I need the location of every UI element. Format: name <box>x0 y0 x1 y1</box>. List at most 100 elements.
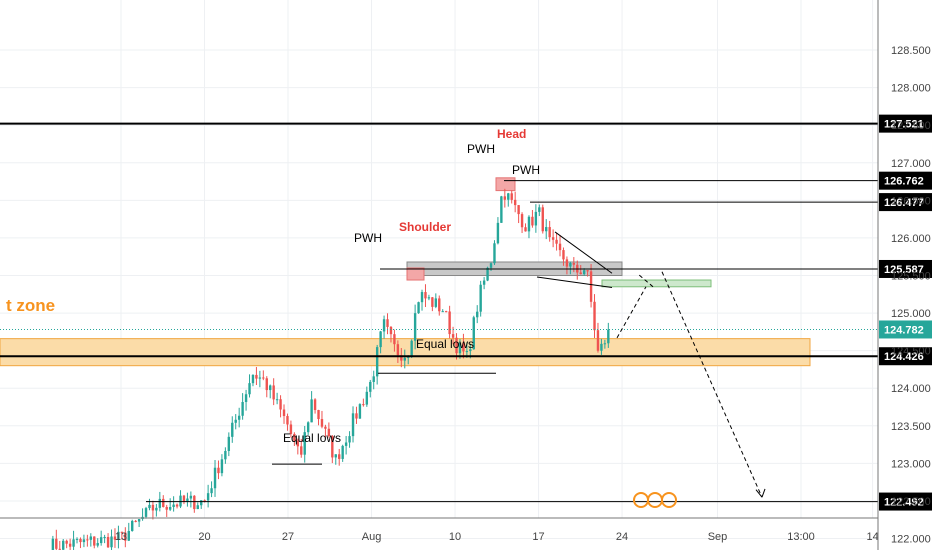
candle-body <box>148 504 151 509</box>
candle-body <box>558 243 562 251</box>
level-tag <box>879 259 932 278</box>
candle-body <box>444 311 448 313</box>
level-label: 126.477 <box>884 197 924 209</box>
head-box <box>495 177 516 192</box>
x-tick-label: 17 <box>532 531 544 543</box>
candle-body <box>251 374 255 384</box>
y-tick-label: 122.500 <box>891 496 931 508</box>
candle-body <box>403 357 406 361</box>
equal-lows-label-1: Equal lows <box>416 337 474 351</box>
candle-body <box>527 216 531 232</box>
candle-body <box>482 280 486 285</box>
x-tick-label: Aug <box>362 531 382 543</box>
candle-body <box>255 374 258 379</box>
candle-body <box>227 436 231 451</box>
y-tick-label: 123.000 <box>891 458 931 470</box>
candle-body <box>548 227 551 238</box>
candle-body <box>313 399 317 411</box>
level-tag <box>879 193 932 212</box>
candle-body <box>510 193 513 200</box>
candle-body <box>586 270 589 272</box>
candle-body <box>172 504 175 508</box>
candle-body <box>106 536 110 548</box>
candle-body <box>358 404 362 419</box>
candle-body <box>131 520 134 531</box>
projection-up-cap <box>637 273 654 288</box>
candle-body <box>317 410 320 420</box>
candle-body <box>607 329 610 344</box>
candle-body <box>538 207 541 212</box>
y-tick-label: 126.500 <box>891 195 931 207</box>
candle-body <box>51 538 55 550</box>
candle-body <box>86 539 89 541</box>
candle-body <box>410 340 413 357</box>
candle-body <box>517 205 520 215</box>
candle-body <box>210 488 213 494</box>
candle-body <box>348 436 351 443</box>
level-label: 122.492 <box>884 497 924 509</box>
grid <box>0 0 878 540</box>
event-marker-icon <box>661 492 677 508</box>
shoulder-marker <box>406 267 425 281</box>
candle-body <box>476 311 479 318</box>
candle-body <box>217 467 220 474</box>
candle-body <box>120 531 124 533</box>
candle-body <box>244 394 248 403</box>
y-tick-label: 123.500 <box>891 421 931 433</box>
candle-body <box>165 506 168 510</box>
candle-body <box>182 495 186 502</box>
level-tag <box>879 492 932 511</box>
candle-body <box>72 539 75 547</box>
shoulder-label: Shoulder <box>399 220 451 234</box>
candle-body <box>75 538 79 540</box>
candle-body <box>144 508 148 517</box>
candle-body <box>524 227 527 232</box>
candle-body <box>117 531 120 540</box>
candle-body <box>362 404 365 406</box>
level-tag <box>879 171 932 190</box>
wedge-lower-line <box>536 276 613 289</box>
y-tick-label: 126.000 <box>891 233 931 245</box>
candle-body <box>189 495 193 499</box>
candle-body <box>400 355 403 361</box>
candle-body <box>441 311 444 313</box>
candle-body <box>372 376 375 382</box>
candle-body <box>289 424 293 434</box>
candle-body <box>241 402 244 416</box>
y-tick-label: 125.500 <box>891 271 931 283</box>
candle-body <box>393 334 396 345</box>
x-tick-label: 13:00 <box>787 531 815 543</box>
candle-body <box>424 292 427 299</box>
candle-body <box>65 540 68 544</box>
candle-body <box>300 446 303 455</box>
candle-body <box>434 298 438 307</box>
candle-body <box>355 413 358 419</box>
candle-body <box>279 399 282 410</box>
level-tag <box>879 347 932 366</box>
candle-body <box>224 450 227 460</box>
candle-body <box>451 334 455 338</box>
candle-body <box>338 454 341 459</box>
candle-body <box>55 538 58 549</box>
projection-down-head-b <box>761 488 766 498</box>
x-tick-label: 14 <box>866 531 878 543</box>
candle-body <box>193 495 196 510</box>
candle-body <box>124 532 127 541</box>
candles <box>51 188 610 550</box>
y-tick-label: 122.000 <box>891 534 931 546</box>
candle-body <box>351 413 355 437</box>
candle-body <box>162 498 165 507</box>
y-tick-label: 125.000 <box>891 308 931 320</box>
x-tick-label: 20 <box>198 531 210 543</box>
wedge-upper-line <box>554 231 613 274</box>
y-tick-label: 128.000 <box>891 83 931 95</box>
candle-body <box>134 520 137 522</box>
candle-body <box>68 543 72 547</box>
candle-body <box>503 196 507 200</box>
candle-body <box>545 227 548 232</box>
candle-body <box>203 500 206 502</box>
candle-body <box>489 263 493 268</box>
candle-body <box>344 442 348 446</box>
